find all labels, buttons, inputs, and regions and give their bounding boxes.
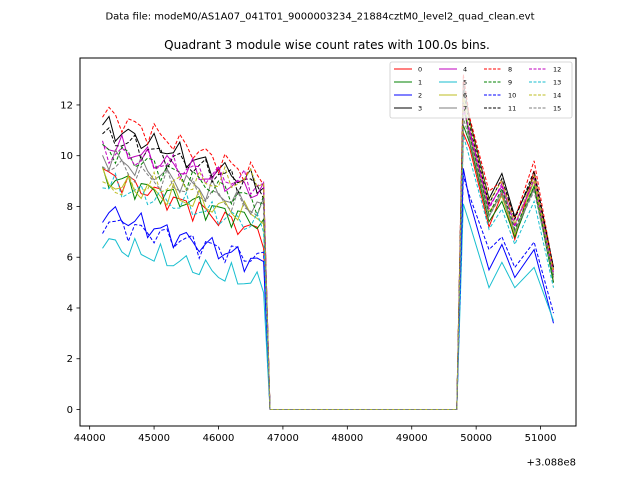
x-offset-label: +3.088e8 xyxy=(526,458,576,469)
x-tick-label: 48000 xyxy=(331,433,363,444)
y-tick-label: 0 xyxy=(67,405,73,416)
legend-label-3: 3 xyxy=(418,105,422,113)
y-tick-label: 10 xyxy=(60,151,73,162)
series-line-2 xyxy=(102,168,554,410)
series-line-7 xyxy=(102,102,554,410)
series-line-3 xyxy=(102,82,554,410)
x-tick-label: 51000 xyxy=(525,433,557,444)
axis-ticks: 44000 45000 46000 47000 48000 49000 50000 51000… xyxy=(60,100,556,444)
series-line-13 xyxy=(102,135,554,410)
legend-label-15: 15 xyxy=(553,105,561,113)
y-tick-label: 4 xyxy=(67,303,73,314)
legend-label-6: 6 xyxy=(463,92,467,100)
series-group xyxy=(102,74,554,410)
legend-label-7: 7 xyxy=(463,105,467,113)
legend-label-2: 2 xyxy=(418,92,422,100)
legend-box xyxy=(389,61,573,119)
legend-label-10: 10 xyxy=(508,92,516,100)
x-tick-label: 50000 xyxy=(460,433,492,444)
series-line-11 xyxy=(102,89,554,410)
y-tick-label: 12 xyxy=(60,100,73,111)
x-tick-label: 49000 xyxy=(396,433,428,444)
chart-suptitle: Data file: modeM0/AS1A07_041T01_90000032… xyxy=(105,12,534,23)
legend-label-12: 12 xyxy=(553,66,561,74)
x-tick-label: 45000 xyxy=(138,433,170,444)
legend-label-1: 1 xyxy=(418,79,422,87)
y-tick-label: 8 xyxy=(67,202,73,213)
series-line-5 xyxy=(102,203,554,410)
series-line-10 xyxy=(102,175,554,410)
legend-label-14: 14 xyxy=(553,92,561,100)
legend-label-13: 13 xyxy=(553,79,561,87)
legend-label-8: 8 xyxy=(508,66,512,74)
x-tick-label: 47000 xyxy=(267,433,299,444)
series-line-1 xyxy=(102,125,554,410)
x-tick-label: 44000 xyxy=(74,433,106,444)
x-tick-label: 46000 xyxy=(203,433,235,444)
legend-label-5: 5 xyxy=(463,79,467,87)
legend-label-9: 9 xyxy=(508,79,512,87)
legend-label-0: 0 xyxy=(418,66,422,74)
series-line-14 xyxy=(102,94,554,410)
plot-frame xyxy=(79,57,577,427)
y-tick-label: 6 xyxy=(67,253,73,264)
legend-label-11: 11 xyxy=(508,105,516,113)
y-tick-label: 2 xyxy=(67,354,73,365)
series-line-6 xyxy=(102,97,554,410)
series-line-15 xyxy=(102,117,554,410)
chart-title: Quadrant 3 module wise count rates with … xyxy=(164,38,490,52)
legend-label-4: 4 xyxy=(463,66,467,74)
